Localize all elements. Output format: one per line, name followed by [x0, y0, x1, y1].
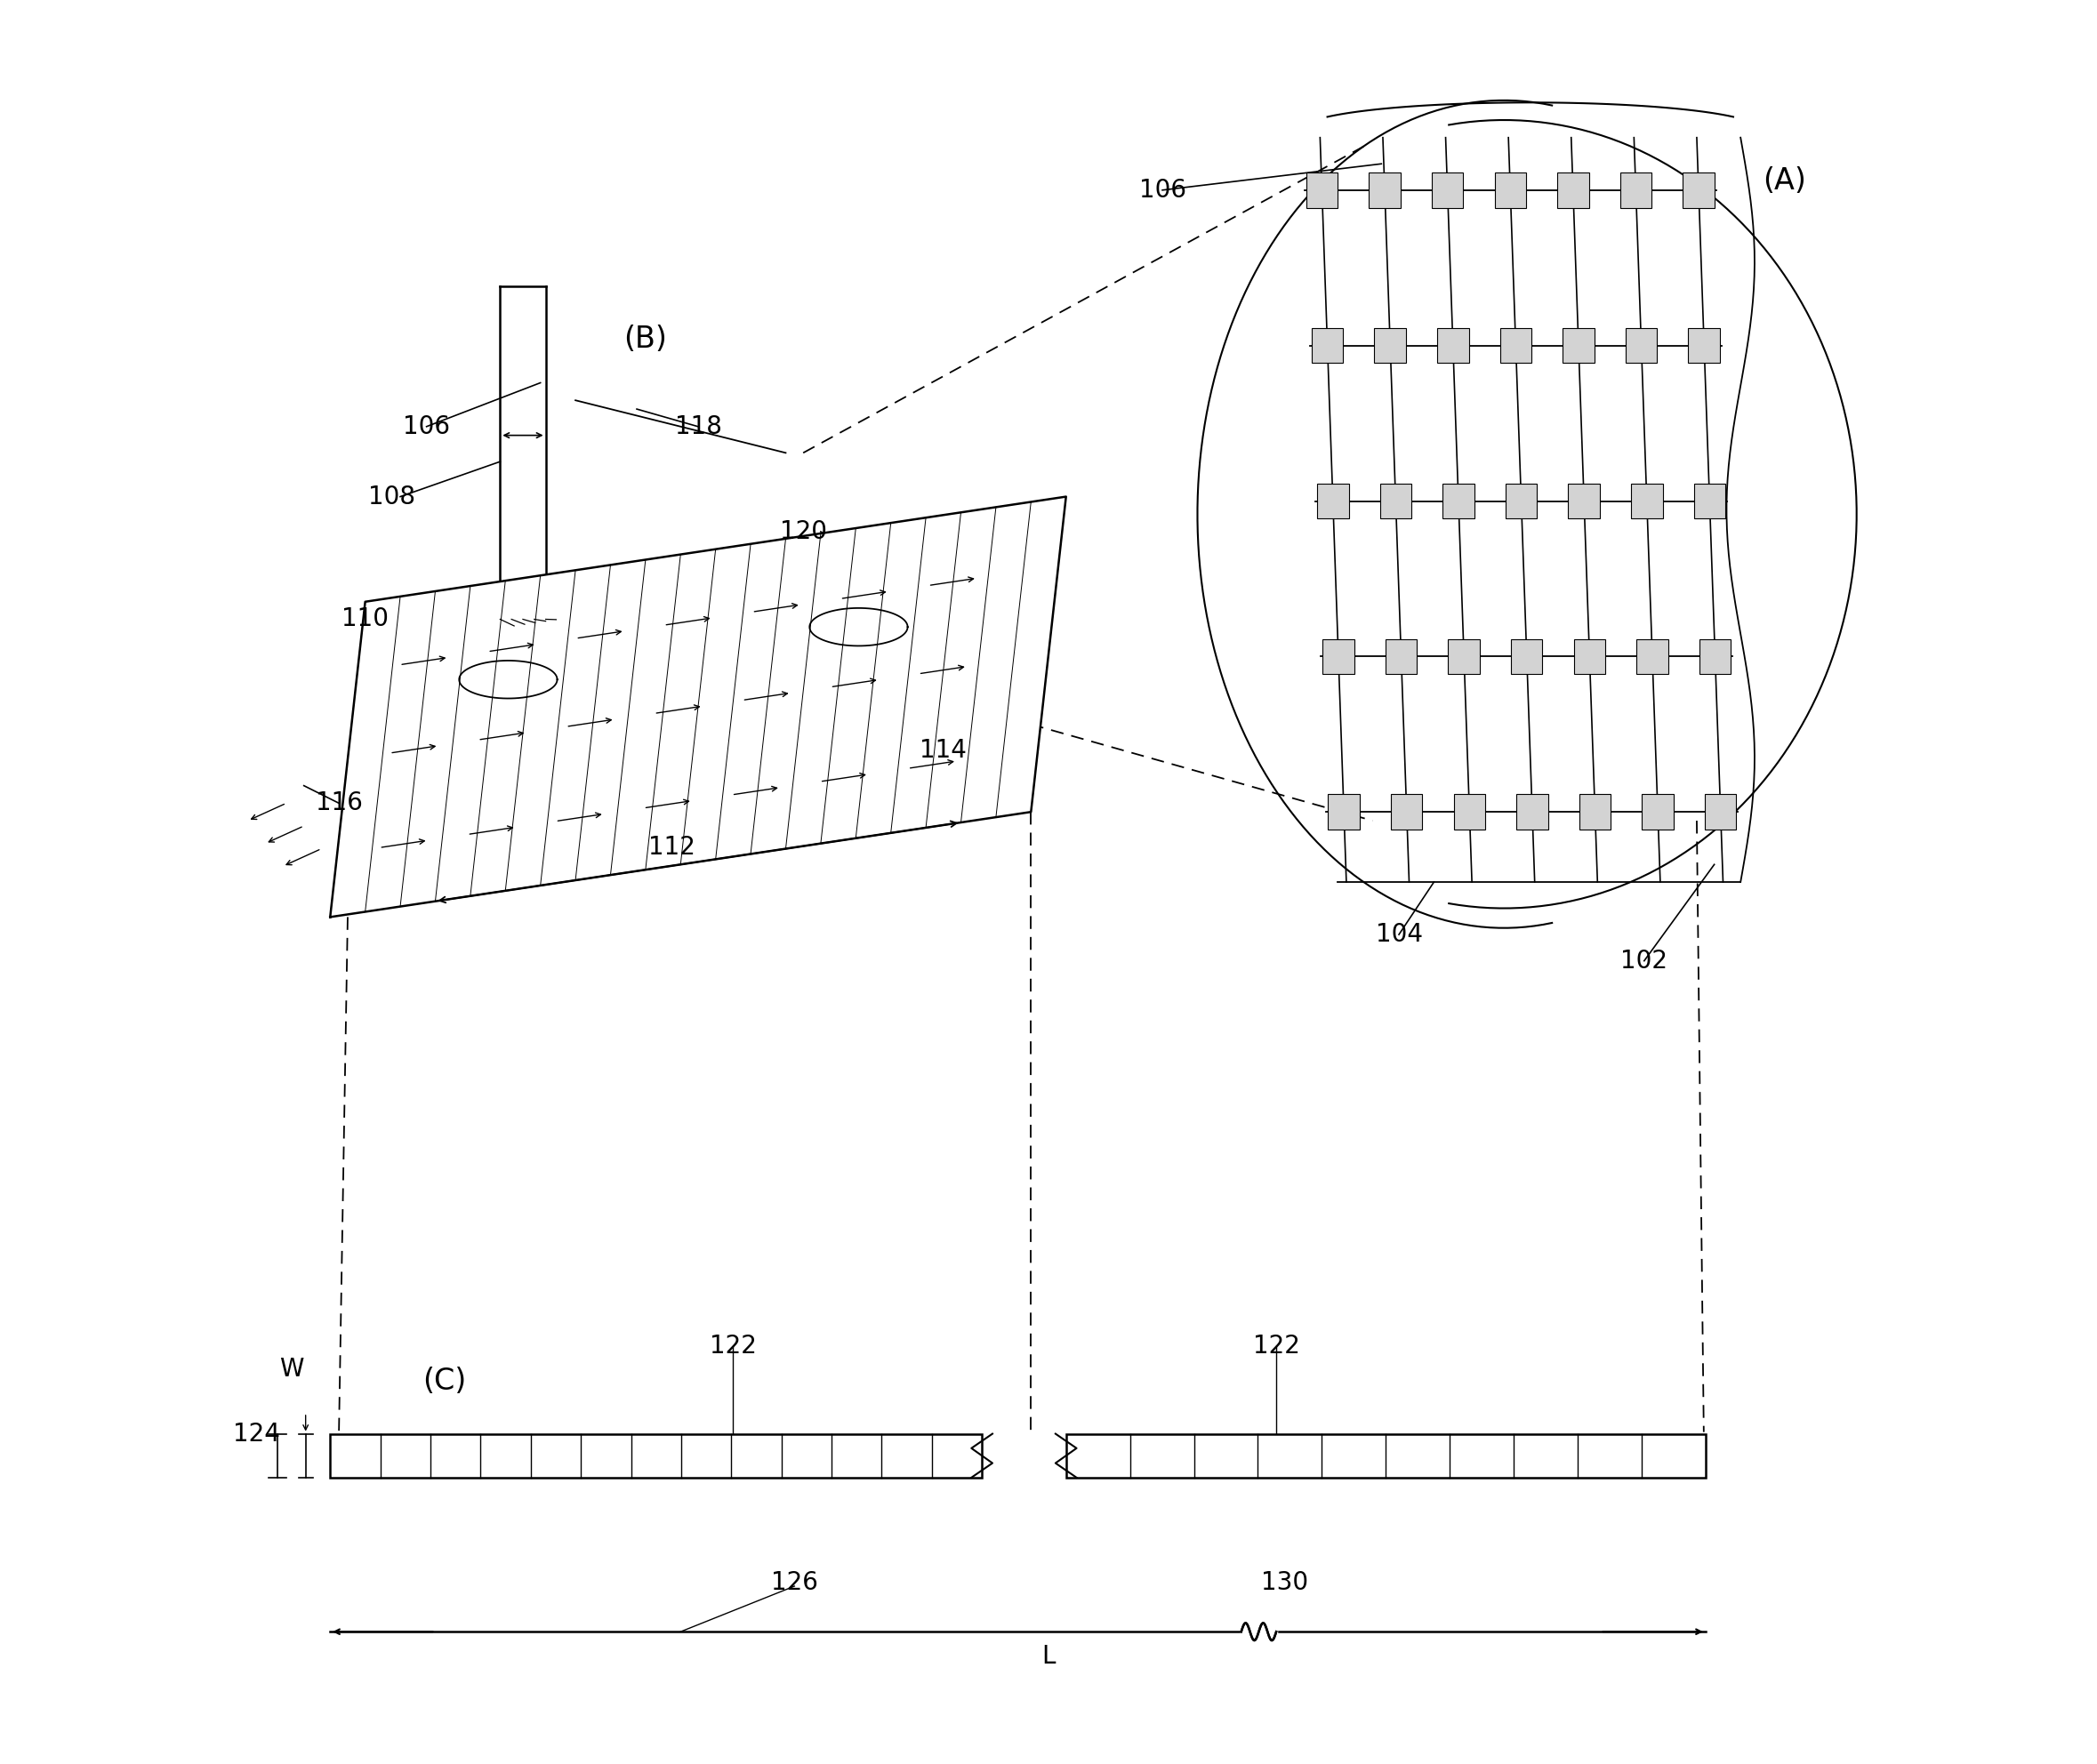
- Bar: [1436, 328, 1468, 363]
- Bar: [1306, 173, 1338, 208]
- Bar: [1311, 328, 1344, 363]
- Bar: [1579, 794, 1610, 829]
- Bar: [1453, 794, 1485, 829]
- Text: 124: 124: [233, 1422, 281, 1446]
- Bar: [1625, 328, 1657, 363]
- Bar: [1688, 328, 1720, 363]
- Text: L: L: [1042, 1644, 1055, 1669]
- Bar: [1621, 173, 1652, 208]
- Bar: [1699, 639, 1730, 674]
- Bar: [1449, 639, 1480, 674]
- Text: 116: 116: [315, 790, 363, 815]
- Bar: [1684, 173, 1715, 208]
- Text: (A): (A): [1764, 166, 1806, 196]
- Text: 108: 108: [367, 483, 415, 510]
- Text: 120: 120: [780, 519, 826, 543]
- Text: 130: 130: [1262, 1570, 1309, 1595]
- Bar: [1317, 483, 1348, 519]
- Text: 114: 114: [921, 737, 967, 764]
- Bar: [1386, 639, 1418, 674]
- Polygon shape: [329, 497, 1065, 917]
- Bar: [1432, 173, 1464, 208]
- Bar: [1694, 483, 1726, 519]
- Bar: [1443, 483, 1474, 519]
- Text: 106: 106: [1139, 178, 1187, 203]
- Text: 110: 110: [342, 607, 388, 632]
- Text: (C): (C): [421, 1367, 466, 1395]
- Bar: [1495, 173, 1527, 208]
- Bar: [1558, 173, 1590, 208]
- Text: 102: 102: [1621, 949, 1667, 974]
- Bar: [1642, 794, 1673, 829]
- Bar: [1506, 483, 1537, 519]
- Bar: [1327, 794, 1359, 829]
- Bar: [1636, 639, 1667, 674]
- Bar: [1512, 639, 1543, 674]
- Bar: [1369, 173, 1401, 208]
- Bar: [1573, 639, 1606, 674]
- Bar: [1380, 483, 1411, 519]
- Bar: [1065, 1434, 1705, 1478]
- Bar: [1569, 483, 1600, 519]
- Text: W: W: [279, 1357, 304, 1381]
- Bar: [1374, 328, 1405, 363]
- Text: 104: 104: [1376, 923, 1422, 947]
- Bar: [1562, 328, 1594, 363]
- Text: 118: 118: [675, 415, 721, 439]
- Bar: [1516, 794, 1548, 829]
- Text: 112: 112: [648, 834, 696, 859]
- Bar: [329, 1434, 981, 1478]
- Text: 122: 122: [1252, 1334, 1300, 1358]
- Bar: [1499, 328, 1531, 363]
- Bar: [1390, 794, 1422, 829]
- Text: 106: 106: [403, 415, 451, 439]
- Text: 126: 126: [772, 1570, 818, 1595]
- Text: (B): (B): [623, 325, 667, 353]
- Text: 122: 122: [709, 1334, 757, 1358]
- Bar: [1705, 794, 1736, 829]
- Bar: [1631, 483, 1663, 519]
- Bar: [1323, 639, 1355, 674]
